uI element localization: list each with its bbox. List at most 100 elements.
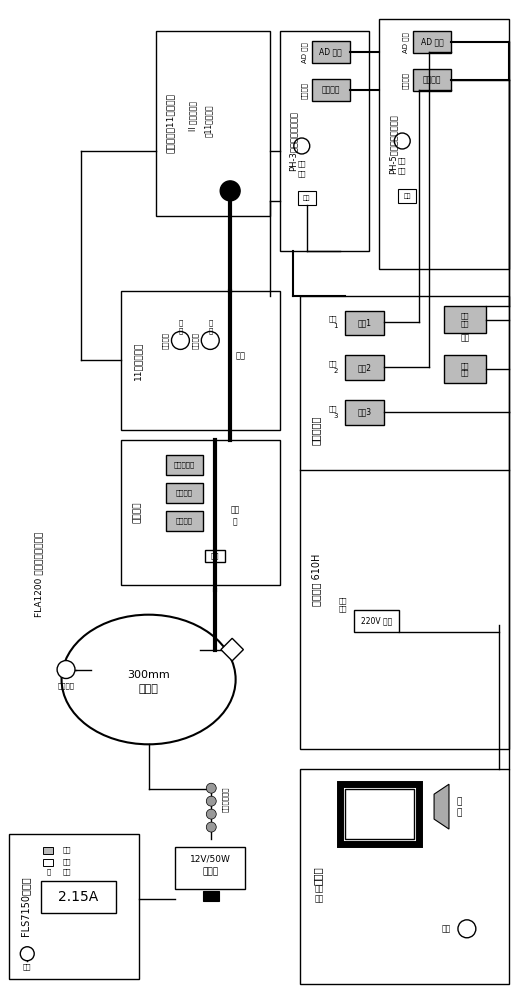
Text: FLS7150恒流源: FLS7150恒流源 <box>20 876 30 936</box>
Text: 显示: 显示 <box>235 351 245 360</box>
Text: 电源
接口: 电源 接口 <box>339 598 348 612</box>
Ellipse shape <box>61 615 235 744</box>
Text: 步: 步 <box>178 327 182 334</box>
Text: 组合棱光束管: 组合棱光束管 <box>222 786 229 812</box>
Circle shape <box>206 822 216 832</box>
Bar <box>43 847 53 854</box>
Text: 目标: 目标 <box>63 859 71 865</box>
Bar <box>176 847 245 889</box>
Text: AD 采集: AD 采集 <box>302 42 308 63</box>
Text: 监控: 监控 <box>460 333 469 342</box>
Bar <box>41 881 116 913</box>
Text: 12V/50W: 12V/50W <box>190 854 231 863</box>
Bar <box>344 789 414 839</box>
Text: 测量通道: 测量通道 <box>162 332 169 349</box>
Text: 通道: 通道 <box>297 161 306 167</box>
Text: FLA1200 智能多功能光度计: FLA1200 智能多功能光度计 <box>35 532 44 617</box>
Text: II 路高压输出: II 路高压输出 <box>188 101 197 131</box>
Circle shape <box>206 796 216 806</box>
Bar <box>166 483 203 503</box>
Bar <box>9 834 139 979</box>
Text: AD 采集: AD 采集 <box>420 38 443 47</box>
Text: 衰减: 衰减 <box>230 505 240 514</box>
Bar <box>344 311 384 335</box>
Text: 电
脑: 电 脑 <box>456 797 462 817</box>
Bar <box>354 610 399 632</box>
Text: 调整: 调整 <box>23 963 31 970</box>
Circle shape <box>206 809 216 819</box>
Circle shape <box>201 331 219 349</box>
Text: 输入: 输入 <box>398 168 406 174</box>
Text: 研华科技 610H: 研华科技 610H <box>311 554 321 606</box>
Polygon shape <box>434 784 449 829</box>
Text: 积分球窗: 积分球窗 <box>176 518 193 524</box>
Circle shape <box>294 138 310 154</box>
Bar <box>300 769 508 984</box>
Text: 同: 同 <box>178 319 182 326</box>
Text: 灰度: 灰度 <box>63 847 71 853</box>
Text: 口按
键盘: 口按 键盘 <box>315 884 324 904</box>
Bar <box>166 455 203 475</box>
Text: 串口控制: 串口控制 <box>321 86 340 95</box>
Text: 计算机: 计算机 <box>313 867 322 885</box>
Text: 2.15A: 2.15A <box>58 890 98 904</box>
Text: PH-5智能光电流测试仪: PH-5智能光电流测试仪 <box>389 114 398 174</box>
Circle shape <box>220 181 240 201</box>
Text: （11个差口）: （11个差口） <box>204 105 213 137</box>
Bar <box>300 296 508 749</box>
Bar <box>379 19 508 269</box>
Bar <box>312 79 350 101</box>
Bar <box>43 859 53 866</box>
Bar <box>298 191 316 205</box>
Bar <box>121 440 280 585</box>
Text: 串口1: 串口1 <box>357 318 371 327</box>
Bar <box>205 550 225 562</box>
Text: 工控机后端: 工控机后端 <box>311 416 321 445</box>
Bar <box>344 355 384 380</box>
Text: 卤素灯: 卤素灯 <box>202 867 218 876</box>
Text: 串口3: 串口3 <box>357 408 371 417</box>
Text: 信号输入: 信号输入 <box>57 682 75 689</box>
Text: 标准光源: 标准光源 <box>176 490 193 496</box>
Text: 通道: 通道 <box>303 195 311 201</box>
Text: 300mm: 300mm <box>127 670 170 680</box>
Bar <box>413 69 451 91</box>
Text: 串口2: 串口2 <box>357 363 371 372</box>
Bar <box>344 400 384 425</box>
Text: 控制: 控制 <box>63 869 71 875</box>
Bar <box>444 306 486 333</box>
Text: 串口
1: 串口 1 <box>329 316 338 329</box>
Circle shape <box>20 947 34 961</box>
Text: 同步通道: 同步通道 <box>192 332 199 349</box>
Text: 串口
3: 串口 3 <box>329 405 338 419</box>
Text: 同: 同 <box>208 319 213 326</box>
Bar <box>398 189 416 203</box>
Bar <box>340 784 419 844</box>
Bar <box>312 41 350 63</box>
Text: AD 采集: AD 采集 <box>402 32 408 53</box>
Text: 串口控制: 串口控制 <box>423 76 441 85</box>
Text: AD 采集: AD 采集 <box>319 48 342 57</box>
Text: 通道: 通道 <box>398 158 406 164</box>
Text: 监控
端口: 监控 端口 <box>461 362 469 376</box>
Bar <box>221 638 243 661</box>
Text: 积分球: 积分球 <box>139 684 158 694</box>
Bar <box>166 511 203 531</box>
Circle shape <box>458 920 476 938</box>
Bar <box>280 31 369 251</box>
Circle shape <box>206 783 216 793</box>
Bar <box>156 31 270 216</box>
Text: 步: 步 <box>208 327 213 334</box>
Text: 通道: 通道 <box>403 193 411 199</box>
Text: 串口控制: 串口控制 <box>302 82 308 99</box>
Text: 串口控制: 串口控制 <box>402 72 408 89</box>
Text: 高压电源（11路输入）: 高压电源（11路输入） <box>166 93 175 153</box>
Text: 220V 交流: 220V 交流 <box>361 616 392 625</box>
Text: 图: 图 <box>47 869 51 875</box>
Text: 片: 片 <box>233 517 238 526</box>
Circle shape <box>57 661 75 679</box>
Text: 被测探测器: 被测探测器 <box>174 462 195 468</box>
Text: 串口
2: 串口 2 <box>329 361 338 374</box>
Text: 光纤: 光纤 <box>211 553 219 559</box>
Circle shape <box>394 133 410 149</box>
